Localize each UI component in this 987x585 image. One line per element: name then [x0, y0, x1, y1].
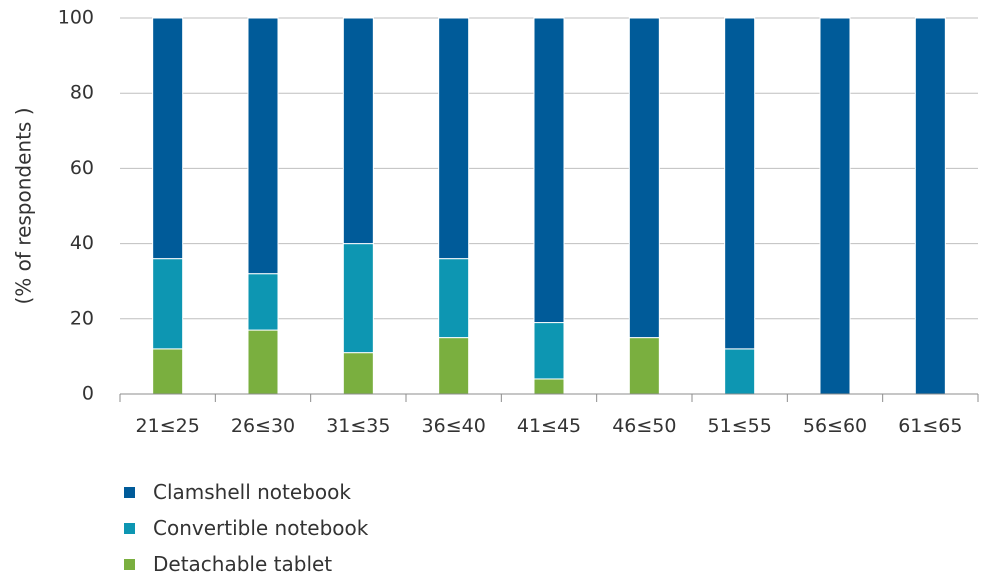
bar-segment — [914, 17, 946, 395]
y-axis-title: (% of respondents ) — [12, 107, 36, 304]
bar-segment — [247, 329, 279, 395]
bar-segment — [628, 337, 660, 395]
x-tick-label: 36≤40 — [422, 415, 486, 437]
x-tick-label: 21≤25 — [136, 415, 200, 437]
legend-swatch — [124, 558, 135, 570]
bar-segment — [438, 337, 470, 395]
bar-segment — [342, 243, 374, 354]
x-tick-label: 56≤60 — [803, 415, 867, 437]
bar-segment — [438, 17, 470, 260]
bar-segment — [724, 17, 756, 350]
y-tick-label: 100 — [58, 7, 94, 29]
legend-swatch — [124, 486, 135, 498]
bar-segment — [342, 17, 374, 245]
bar-segment — [247, 17, 279, 275]
stacked-bar-chart: 0 20 40 60 80 100 21≤25 26≤30 31≤35 36≤40 41≤45 46… — [12, 7, 979, 437]
y-tick-label: 0 — [82, 383, 94, 405]
y-tick-label: 80 — [70, 82, 94, 104]
legend-item: Convertible notebook — [124, 510, 368, 546]
bar-segment — [152, 348, 184, 395]
x-tick-label: 26≤30 — [231, 415, 295, 437]
bars — [152, 17, 946, 395]
x-tick-label: 51≤55 — [708, 415, 772, 437]
bar-segment — [533, 17, 565, 324]
y-tick-label: 60 — [70, 157, 94, 179]
y-axis-ticks: 0 20 40 60 80 100 — [58, 7, 94, 405]
bar-segment — [152, 258, 184, 350]
legend: Clamshell notebook Convertible notebook De… — [124, 474, 368, 582]
y-tick-label: 20 — [70, 307, 94, 329]
x-tick-label: 61≤65 — [898, 415, 962, 437]
bar-segment — [342, 352, 374, 395]
bar-segment — [819, 17, 851, 395]
bar-segment — [247, 273, 279, 331]
legend-label: Convertible notebook — [153, 516, 369, 540]
legend-item: Detachable tablet — [124, 546, 368, 582]
legend-label: Clamshell notebook — [153, 480, 351, 504]
bar-segment — [438, 258, 470, 339]
x-tick-label: 46≤50 — [612, 415, 676, 437]
y-tick-label: 40 — [70, 232, 94, 254]
bar-segment — [533, 378, 565, 395]
legend-item: Clamshell notebook — [124, 474, 368, 510]
legend-swatch — [124, 522, 135, 534]
bar-segment — [152, 17, 184, 260]
bar-segment — [533, 322, 565, 380]
bar-segment — [724, 348, 756, 395]
bar-segment — [628, 17, 660, 339]
x-tick-label: 31≤35 — [326, 415, 390, 437]
legend-label: Detachable tablet — [153, 552, 333, 576]
x-tick-label: 41≤45 — [517, 415, 581, 437]
x-axis: 21≤25 26≤30 31≤35 36≤40 41≤45 46≤50 51≤55 56≤60… — [119, 393, 979, 437]
